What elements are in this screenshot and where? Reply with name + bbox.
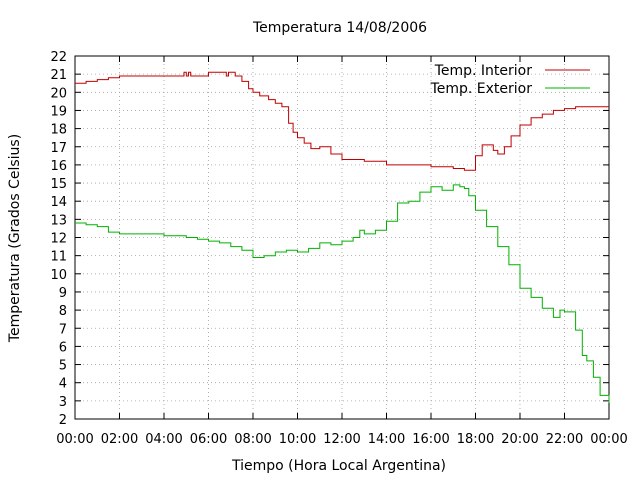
y-tick-label: 13 (50, 213, 67, 228)
y-tick-label: 14 (50, 195, 67, 210)
x-tick-label: 00:00 (56, 432, 93, 447)
grid (75, 56, 609, 419)
y-tick-label: 11 (50, 250, 67, 265)
y-axis-label: Temperatura (Grados Celsius) (7, 134, 23, 343)
legend-label: Temp. Interior (434, 63, 533, 79)
y-tick-label: 19 (50, 104, 67, 119)
x-tick-label: 20:00 (501, 432, 538, 447)
y-tick-label: 5 (59, 359, 67, 374)
axis-ticks: 2 3 4 5 6 7 8 9 10 11 12 13 14 15 16 17 18 19 20 21 22 00:00 0… (50, 50, 627, 447)
y-tick-label: 3 (59, 395, 67, 410)
y-tick-label: 8 (59, 304, 67, 319)
y-tick-label: 20 (50, 86, 67, 101)
x-tick-label: 08:00 (234, 432, 271, 447)
x-tick-label: 06:00 (190, 432, 227, 447)
y-tick-label: 18 (50, 123, 67, 138)
x-tick-label: 04:00 (145, 432, 182, 447)
legend: Temp. Interior Temp. Exterior (430, 63, 590, 97)
y-tick-label: 9 (59, 286, 67, 301)
x-tick-label: 00:00 (590, 432, 627, 447)
series-line-exterior (75, 184, 610, 403)
y-tick-label: 15 (50, 177, 67, 192)
y-tick-label: 21 (50, 68, 67, 83)
y-tick-label: 6 (59, 340, 67, 355)
x-tick-label: 12:00 (323, 432, 360, 447)
plot-frame (74, 55, 610, 420)
x-tick-label: 16:00 (412, 432, 449, 447)
x-tick-label: 14:00 (368, 432, 405, 447)
y-tick-label: 16 (50, 159, 67, 174)
x-tick-label: 02:00 (101, 432, 138, 447)
y-tick-label: 10 (50, 268, 67, 283)
chart-title: Temperatura 14/08/2006 (252, 20, 427, 36)
x-tick-label: 18:00 (457, 432, 494, 447)
y-tick-label: 2 (59, 413, 67, 428)
y-tick-label: 12 (50, 232, 67, 247)
x-tick-label: 22:00 (546, 432, 583, 447)
series-line-interior (75, 71, 609, 171)
legend-label: Temp. Exterior (430, 81, 533, 97)
y-tick-label: 22 (50, 50, 67, 65)
y-tick-label: 7 (59, 322, 67, 337)
series-lines (75, 71, 610, 403)
x-axis-label: Tiempo (Hora Local Argentina) (231, 458, 446, 474)
x-tick-label: 10:00 (279, 432, 316, 447)
y-tick-label: 4 (59, 377, 67, 392)
y-tick-label: 17 (50, 141, 67, 156)
